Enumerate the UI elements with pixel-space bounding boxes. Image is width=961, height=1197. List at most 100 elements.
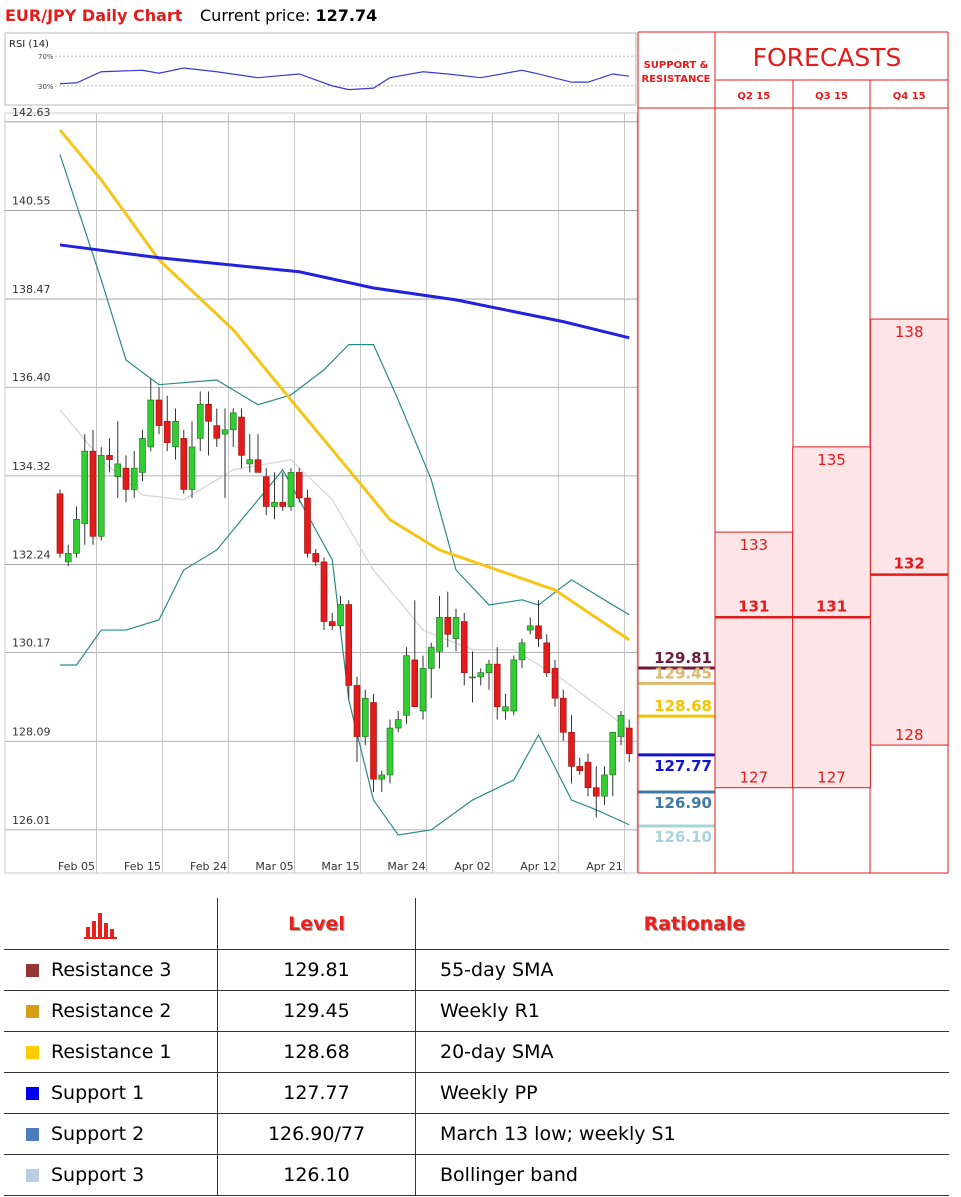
candle-body [361, 697, 369, 737]
x-tick-label: Feb 05 [58, 860, 95, 873]
level-name: Resistance 3 [51, 959, 172, 981]
candle-body [328, 621, 336, 627]
forecast-range [869, 318, 949, 746]
candle-body [592, 787, 600, 797]
forecast-low: 127 [739, 769, 768, 787]
candle-body [403, 655, 410, 716]
candle-body [535, 625, 542, 639]
x-tick-label: Feb 24 [190, 860, 227, 873]
candle-body [427, 646, 435, 669]
level-name-cell: Support 3 [4, 1154, 218, 1196]
candle-body [304, 497, 311, 554]
candle-body [114, 463, 122, 477]
candle-body [106, 455, 113, 460]
quarter-label: Q3 15 [815, 91, 848, 102]
y-tick-label: 140.55 [12, 194, 51, 207]
level-label: 127.77 [654, 757, 712, 775]
candle-body [320, 561, 328, 622]
candle-body [394, 719, 402, 729]
level-label: 128.68 [654, 697, 712, 715]
candle-body [625, 727, 633, 754]
levels-title: SUPPORT & [644, 60, 709, 71]
level-name: Support 3 [51, 1164, 145, 1186]
quarter-label: Q4 15 [893, 91, 926, 102]
level-label: 129.81 [654, 649, 712, 667]
candle-body [205, 403, 212, 422]
forecast-range [714, 531, 794, 789]
x-tick-label: Apr 21 [586, 860, 623, 873]
candle-body [469, 676, 476, 679]
y-tick-label: 132.24 [12, 548, 51, 561]
candle-body [64, 553, 72, 563]
rationale: Weekly PP [415, 1072, 949, 1114]
candle-body [502, 706, 509, 712]
candle-body [312, 553, 320, 563]
rsi-title: RSI (14) [9, 39, 49, 50]
swatch [26, 1169, 39, 1182]
table-row: Resistance 2 129.45 Weekly R1 [4, 990, 949, 1032]
indicator-line [59, 243, 630, 340]
candle-body [576, 766, 584, 771]
candle-body [89, 450, 97, 537]
forecast-high: 135 [817, 451, 846, 469]
candle-body [73, 518, 80, 554]
level-label: 129.45 [654, 664, 712, 682]
table-row: Support 1 127.77 Weekly PP [4, 1072, 949, 1114]
level-name-cell: Support 2 [4, 1113, 218, 1155]
candle-body [568, 732, 575, 767]
candle-body [221, 429, 229, 435]
candle-body [551, 668, 559, 699]
candle-body [617, 714, 625, 737]
candle-body [130, 467, 138, 490]
candle-body [147, 399, 155, 448]
indicator-line [59, 154, 630, 616]
forecast-mid-label: 131 [738, 597, 769, 615]
level-value: 127.77 [217, 1072, 416, 1114]
rationale: 20-day SMA [415, 1031, 949, 1073]
candle-body [559, 697, 567, 733]
forecast-high: 138 [895, 323, 924, 341]
forecast-mid-label: 132 [894, 555, 925, 573]
x-tick-label: Mar 15 [321, 860, 359, 873]
table-header: Level Rationale [4, 898, 949, 950]
forecast-low: 128 [895, 726, 924, 744]
swatch [26, 1005, 39, 1018]
swatch [26, 964, 39, 977]
level-name: Resistance 1 [51, 1041, 172, 1063]
candle-body [584, 761, 592, 788]
bar-icon [84, 912, 117, 939]
y-tick-label: 70% [38, 53, 54, 61]
table-row: Support 2 126.90/77 March 13 low; weekly S… [4, 1113, 949, 1155]
level-name: Resistance 2 [51, 1000, 172, 1022]
quarter-label: Q2 15 [737, 91, 770, 102]
candle-body [246, 459, 254, 465]
y-tick-label: 126.01 [12, 814, 51, 827]
level-value: 129.45 [217, 990, 416, 1032]
candle-body [196, 403, 204, 439]
candle-body [345, 604, 353, 686]
candle-body [436, 616, 443, 652]
candle-body [337, 604, 344, 627]
candle-body [493, 663, 501, 708]
level-value: 126.90/77 [217, 1113, 416, 1155]
header-icon [4, 898, 218, 950]
x-tick-label: Mar 24 [387, 860, 425, 873]
x-tick-label: Apr 02 [454, 860, 491, 873]
level-name-cell: Resistance 2 [4, 990, 218, 1032]
table-row: Resistance 3 129.81 55-day SMA [4, 949, 949, 991]
swatch [26, 1087, 39, 1100]
forecast-low: 127 [817, 769, 846, 787]
level-name-cell: Resistance 3 [4, 949, 218, 991]
candle-body [518, 642, 526, 661]
y-tick-label: 128.09 [12, 725, 51, 738]
candle-body [452, 616, 460, 639]
header-level: Level [217, 898, 416, 950]
candle-body [295, 472, 303, 499]
level-name-cell: Resistance 1 [4, 1031, 218, 1073]
candle-body [163, 421, 171, 443]
candle-body [485, 663, 493, 673]
level-name-cell: Support 1 [4, 1072, 218, 1114]
candle-body [378, 774, 386, 780]
candle-body [122, 467, 130, 490]
